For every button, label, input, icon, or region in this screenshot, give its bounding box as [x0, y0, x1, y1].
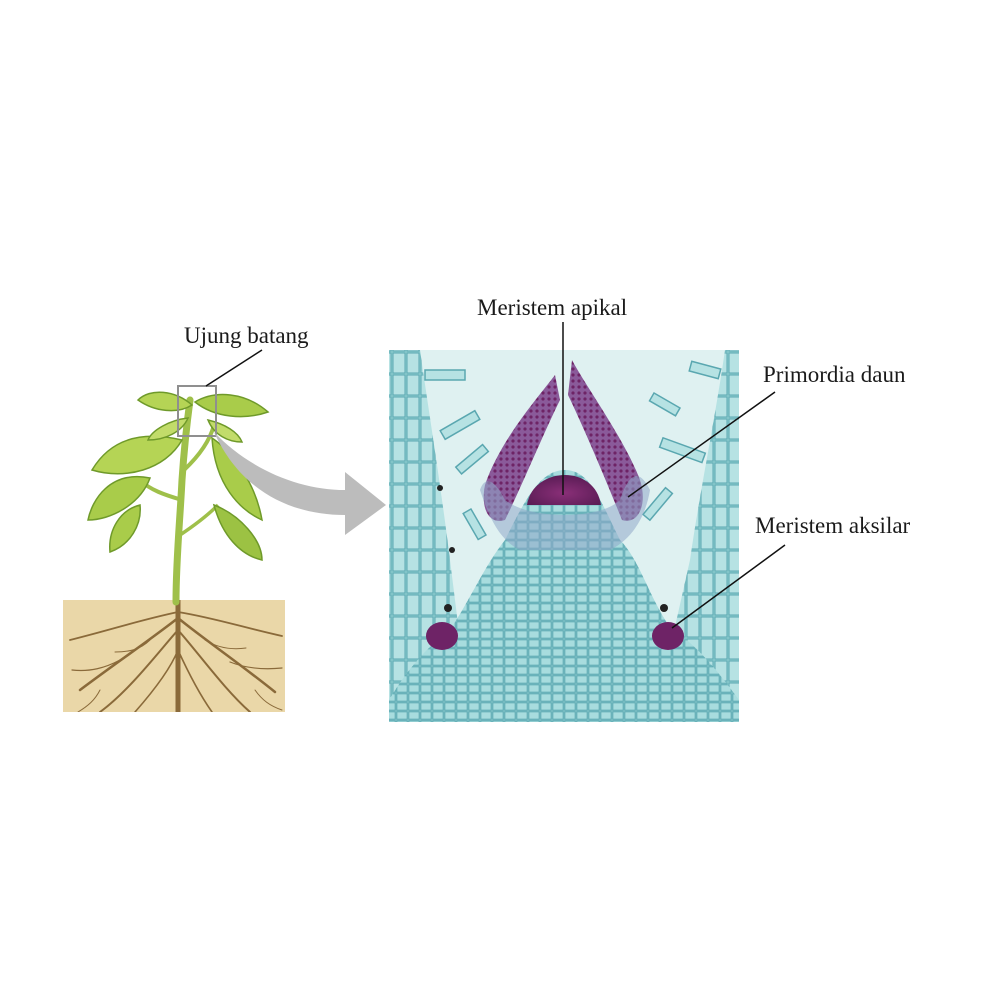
- micrograph: [389, 350, 739, 722]
- apical-meristem-dome: [527, 475, 601, 505]
- leaf-primordium-left: [483, 375, 560, 521]
- plant-stem: [172, 396, 194, 606]
- shoot-tip-leader: [205, 349, 263, 387]
- axillary-meristem-left: [426, 622, 458, 650]
- leaf-primordium-right: [568, 360, 643, 521]
- apical-meristem-label: Meristem apikal: [477, 295, 627, 320]
- shoot-tip-label: Ujung batang: [184, 323, 309, 348]
- magnify-arrow: [214, 432, 386, 535]
- roots: [69, 600, 283, 712]
- shoot-dome-tissue: [389, 470, 739, 722]
- axillary-meristem-leader: [671, 544, 786, 629]
- left-tissue: [389, 350, 460, 700]
- leaf-primordia-leader: [627, 391, 776, 498]
- right-tissue: [672, 350, 739, 700]
- axillary-meristem-right: [652, 622, 684, 650]
- shoot-tip-box: [177, 385, 217, 437]
- axillary-meristem-label: Meristem aksilar: [755, 513, 911, 538]
- plant-illustration: Ujung batang: [63, 323, 309, 712]
- leaf-primordia-label: Primordia daun: [763, 362, 906, 387]
- soil-block: [63, 600, 285, 712]
